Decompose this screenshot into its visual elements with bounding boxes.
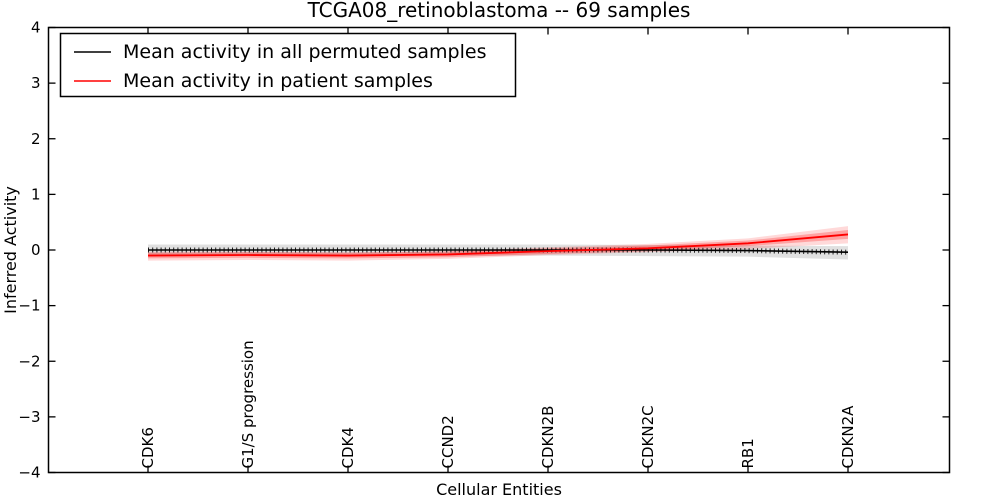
tick-labels-group: −4 −3 −2 −1 0 1 2 3 4 CDK6 G1/S progression CDK4 CCN… — [18, 19, 857, 482]
y-tick-label: −3 — [18, 408, 40, 426]
x-tick-label-g1-s-progression: G1/S progression — [239, 340, 257, 468]
plot-border — [47, 26, 951, 474]
y-tick-label: −2 — [18, 352, 40, 370]
x-tick-label-rb1: RB1 — [739, 438, 757, 468]
legend-label-permuted-samples: Mean activity in all permuted samples — [123, 41, 486, 63]
y-axis-label: Inferred Activity — [1, 186, 20, 314]
y-tick-label: 2 — [31, 130, 41, 148]
chart-title: TCGA08_retinoblastoma -- 69 samples — [307, 0, 691, 22]
x-tick-label-cdkn2b: CDKN2B — [539, 406, 557, 469]
x-axis-label: Cellular Entities — [436, 480, 562, 499]
y-tick-label: 3 — [31, 74, 41, 92]
legend: Mean activity in all permuted samples Me… — [59, 32, 517, 98]
series-lines-group — [147, 233, 849, 257]
y-tick-label: 1 — [31, 185, 41, 203]
y-tick-label: −4 — [18, 464, 40, 482]
legend-label-patient-samples: Mean activity in patient samples — [123, 70, 433, 92]
x-tick-label-cdkn2c: CDKN2C — [639, 405, 657, 468]
x-tick-label-ccnd2: CCND2 — [439, 415, 457, 468]
x-tick-label-cdk4: CDK4 — [339, 427, 357, 468]
permuted-mean-line — [148, 249, 849, 254]
x-tick-label-cdk6: CDK6 — [139, 427, 157, 468]
y-tick-label: 0 — [31, 241, 41, 259]
y-tick-label: 4 — [31, 19, 41, 37]
y-tick-label: −1 — [18, 297, 40, 315]
x-tick-label-cdkn2a: CDKN2A — [839, 405, 857, 469]
legend-box — [59, 32, 517, 98]
patient-mean-line — [147, 233, 849, 257]
